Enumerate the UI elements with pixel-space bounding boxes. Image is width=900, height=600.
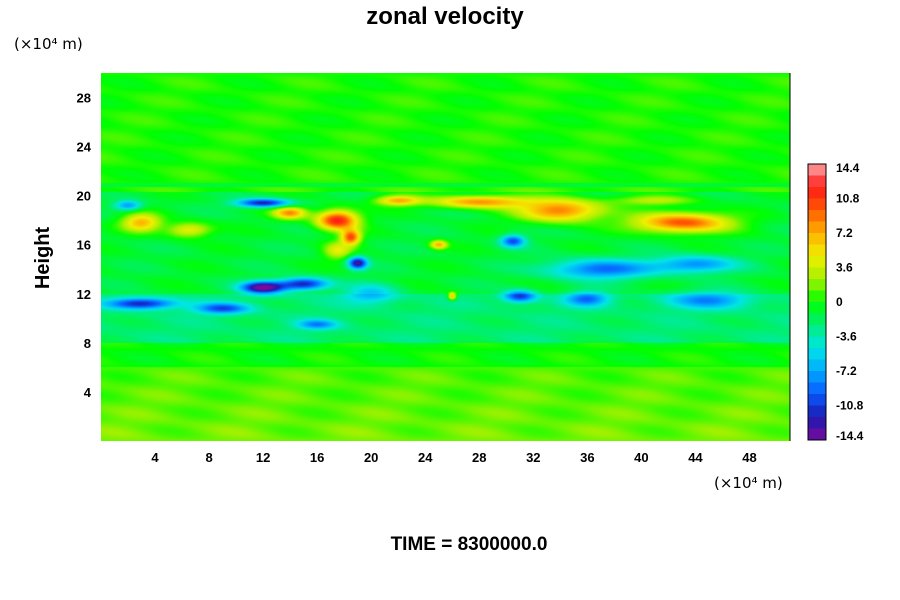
colorbar-tick-label: -3.6: [836, 330, 857, 344]
x-tick-label: 44: [688, 450, 703, 465]
colorbar-swatch: [808, 325, 826, 337]
heatmap-plot-area: [101, 73, 791, 441]
colorbar-tick-label: -14.4: [836, 429, 864, 443]
x-tick-label: 16: [310, 450, 324, 465]
y-tick-label: 28: [77, 91, 91, 106]
colorbar-swatch: [808, 244, 826, 257]
colorbar-swatch: [808, 175, 826, 188]
colorbar-swatch: [808, 164, 826, 176]
colorbar-swatch: [808, 290, 826, 303]
colorbar-swatch: [808, 382, 826, 395]
colorbar-swatch: [808, 210, 826, 222]
colorbar-tick-label: -10.8: [836, 399, 864, 413]
colorbar-swatch: [808, 336, 826, 349]
x-axis-unit: (×10⁴ m): [714, 474, 783, 492]
y-tick-label: 20: [77, 189, 91, 204]
colorbar-tick-label: 7.2: [836, 226, 853, 240]
x-tick-label: 28: [472, 450, 486, 465]
colorbar-swatch: [808, 394, 826, 406]
colorbar-swatch: [808, 256, 826, 268]
y-axis-unit: (×10⁴ m): [14, 35, 83, 53]
colorbar-swatch: [808, 348, 826, 360]
y-axis-ticks: 4 8 12 16 20 24 28: [77, 91, 92, 400]
x-tick-label: 4: [151, 450, 159, 465]
colorbar-swatch: [808, 371, 826, 383]
colorbar: 14.4 10.8 7.2 3.6 0 -3.6 -7.2 -10.8 -14.4: [807, 161, 864, 443]
x-tick-label: 40: [634, 450, 648, 465]
colorbar-swatch: [808, 187, 826, 199]
colorbar-tick-label: 0: [836, 295, 843, 309]
time-label: TIME = 8300000.0: [391, 534, 548, 555]
colorbar-tick-label: 14.4: [836, 161, 860, 175]
x-tick-label: 12: [256, 450, 270, 465]
chart-title: zonal velocity: [366, 3, 524, 30]
y-axis-label: Height: [32, 227, 54, 290]
colorbar-swatch: [808, 405, 826, 418]
x-axis-ticks: 4 8 12 16 20 24 28 32 36 40 44 48: [151, 450, 756, 465]
heatmap-field: [101, 73, 790, 441]
y-tick-label: 16: [77, 238, 91, 253]
y-tick-label: 8: [84, 336, 91, 351]
colorbar-tick-label: -7.2: [836, 364, 857, 378]
x-tick-label: 32: [526, 450, 540, 465]
colorbar-swatch: [808, 359, 826, 372]
x-tick-label: 20: [364, 450, 378, 465]
x-tick-label: 48: [742, 450, 756, 465]
colorbar-swatch: [808, 279, 826, 291]
colorbar-swatch: [808, 428, 826, 441]
colorbar-swatch: [808, 267, 826, 280]
colorbar-tick-label: 3.6: [836, 261, 853, 275]
x-tick-label: 24: [418, 450, 433, 465]
colorbar-swatch: [808, 417, 826, 429]
colorbar-swatch: [808, 198, 826, 211]
colorbar-swatch: [808, 302, 826, 314]
y-tick-label: 12: [77, 287, 91, 302]
x-tick-label: 8: [205, 450, 212, 465]
y-tick-label: 24: [77, 140, 92, 155]
colorbar-tick-label: 10.8: [836, 192, 860, 206]
x-tick-label: 36: [580, 450, 594, 465]
colorbar-swatch: [808, 313, 826, 326]
colorbar-frame: [807, 163, 827, 441]
y-tick-label: 4: [84, 385, 92, 400]
colorbar-swatch: [808, 221, 826, 234]
colorbar-swatch: [808, 233, 826, 245]
